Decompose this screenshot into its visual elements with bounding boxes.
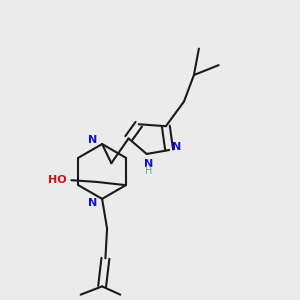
Text: N: N (144, 159, 153, 169)
Text: N: N (88, 135, 98, 145)
Text: HO: HO (48, 175, 67, 185)
Text: N: N (88, 198, 98, 208)
Text: H: H (145, 166, 152, 176)
Text: N: N (172, 142, 182, 152)
